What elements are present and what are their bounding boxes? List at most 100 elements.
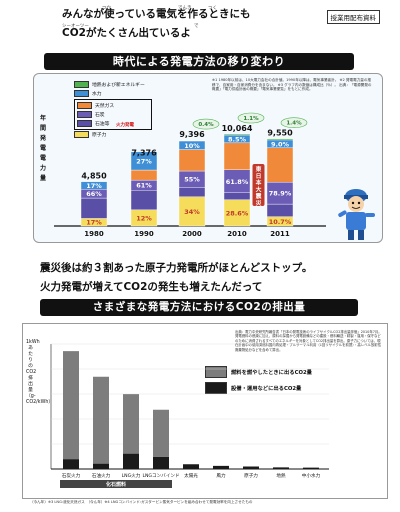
ruby-tsukatte: つか — [102, 6, 111, 11]
worker-mascot-icon — [338, 189, 375, 240]
segment-label: 61.8% — [226, 178, 249, 186]
earthquake-annotation-char: 災 — [255, 200, 262, 207]
legend-label: 石油等 — [95, 122, 110, 127]
segment-label: 12% — [136, 214, 152, 222]
legend-item: 原子力 — [74, 130, 152, 139]
x-tick-label: LNG火力 — [122, 472, 141, 479]
chart2-notes: 出典：電力中央研究所報告書「日本の発電技術のライフサイクルCO2排出量評価」20… — [235, 330, 382, 352]
x-tick-label: 石炭火力 — [62, 472, 81, 479]
ruby-de: で — [194, 24, 199, 29]
segment-label: 17% — [86, 219, 102, 227]
x-tick-label: 地熱 — [276, 472, 286, 479]
fossil-group-bar — [60, 480, 172, 488]
chart1-notes: ※1 1980年以前は、10大電力会社の合計値。1990年以降は、電気事業者計。… — [212, 78, 372, 92]
ruby-denki: でんき — [178, 6, 192, 11]
stack-segment — [130, 190, 158, 211]
x-tick-label: 1990 — [134, 230, 154, 238]
emission-bar-segment — [123, 453, 139, 469]
stack-segment — [130, 151, 158, 171]
legend-item: 地熱および新エネルギー — [74, 80, 152, 89]
section1-title: 時代による発電方法の移り変わり — [44, 53, 354, 70]
x-tick-label: 風力 — [216, 472, 226, 479]
ruby-co2: シーオーツー — [62, 24, 89, 29]
earthquake-annotation-char: 日 — [256, 173, 262, 180]
renewable-callout — [280, 117, 308, 128]
section2-title-b: の排出量 — [261, 301, 306, 313]
emission-bar-segment — [273, 467, 289, 469]
intro-line-2: CO2がたくさん出ているよ — [62, 27, 191, 39]
renewable-callout — [237, 112, 265, 124]
legend-label: 設備・運用などに出るCO2量 — [231, 386, 302, 392]
section2-title-a: さまざまな発電方法における — [92, 301, 236, 313]
bar-total-label: 9,396 — [179, 130, 205, 139]
x-tick-label: 2010 — [227, 230, 247, 238]
caption-line-2: 火力発電が増えてCO2の発生も増えたんだって — [40, 281, 263, 293]
segment-label: 10.7% — [269, 218, 292, 226]
legend-item: 設備・運用などに出るCO2量 — [205, 380, 312, 396]
stack-segment — [178, 187, 206, 197]
renewable-callout — [192, 118, 220, 130]
legend-item: 天然ガス — [77, 101, 149, 110]
stack-segment — [266, 147, 294, 183]
co2-emission-panel: 1kWhあたりのCO2排出量（g-CO2/kWh） 出典：電力中央研究所報告書「… — [22, 323, 388, 499]
x-tick-label: 2011 — [270, 230, 290, 238]
section2-title-co2: CO2 — [235, 301, 262, 313]
renewable-callout-label: 1.4% — [286, 121, 302, 127]
stack-segment — [223, 133, 251, 136]
renewable-callout-label: 1.1% — [243, 116, 259, 122]
legend-swatch — [77, 102, 92, 109]
chart1-ylabel: 年間発電電力量 — [39, 115, 46, 182]
x-tick-label: 太陽光 — [184, 472, 198, 479]
intro-line-1: みんなが使っている電気を作るときにも — [62, 8, 251, 20]
section2-title: さまざまな発電方法におけるCO2の排出量 — [40, 299, 358, 316]
bar-total-label: 4,850 — [81, 172, 107, 181]
emission-bar-segment — [153, 456, 169, 469]
x-tick-label: 1980 — [84, 230, 104, 238]
caption-line-1: 震災後は約３割あった原子力発電所がほとんどストップ。 — [40, 262, 313, 274]
chart1-legend: 地熱および新エネルギー 水力 天然ガス 石炭 石油等 原子力 — [74, 80, 152, 139]
segment-label: 9.0% — [271, 140, 290, 148]
emission-bar-segment — [123, 394, 139, 454]
x-tick-label: 中小水力 — [302, 472, 321, 479]
legend-item: 石油等 — [77, 119, 149, 128]
stack-segment — [223, 192, 251, 200]
emission-bar-segment — [153, 409, 169, 457]
legend-swatch — [74, 131, 89, 138]
bar-total-label: 7,376 — [131, 149, 157, 158]
segment-label: 28.6% — [226, 209, 249, 217]
intro-text: つか でんき つく みんなが使っている電気を作るときにも シーオーツー で CO… — [62, 6, 251, 40]
legend-label: 地熱および新エネルギー — [92, 83, 145, 88]
stack-segment — [223, 199, 251, 227]
earthquake-annotation-char: 大 — [256, 185, 262, 193]
bar-total-label: 9,550 — [267, 129, 293, 138]
legend-item: 水力 — [74, 89, 152, 98]
legend-label: 燃料を燃やしたときに出るCO2量 — [231, 370, 312, 376]
legend-swatch — [77, 120, 92, 127]
segment-label: 61% — [136, 182, 152, 190]
handout-label: 授業用配布資料 — [326, 10, 380, 24]
fire-legend-group: 天然ガス 石炭 石油等 — [74, 99, 152, 130]
fossil-group-label: 化石燃料 — [106, 481, 126, 488]
bar-total-label: 10,064 — [222, 124, 253, 133]
stack-segment — [80, 197, 108, 219]
x-tick-label: 2000 — [182, 230, 202, 238]
generation-mix-panel: 年間発電電力量 地熱および新エネルギー 水力 天然ガス 石炭 石油等 原子力 火… — [33, 73, 383, 243]
legend-swatch — [77, 111, 92, 118]
legend-label: 水力 — [92, 92, 102, 97]
stack-segment — [266, 138, 294, 141]
legend-item: 石炭 — [77, 110, 149, 119]
x-tick-label: LNGコンバインド — [142, 473, 179, 479]
emission-bar-segment — [63, 459, 79, 469]
segment-label: 34% — [184, 208, 200, 216]
stack-segment — [80, 181, 108, 190]
stack-segment — [178, 149, 206, 172]
earthquake-annotation-box — [252, 164, 265, 206]
segment-label: 17% — [86, 182, 102, 190]
segment-label: 66% — [86, 190, 102, 198]
emission-bar-segment — [93, 463, 109, 469]
stack-segment — [130, 169, 158, 181]
legend-swatch — [74, 90, 89, 97]
emission-bar-segment — [63, 351, 79, 460]
ruby-tsukuru: つく — [208, 6, 217, 11]
